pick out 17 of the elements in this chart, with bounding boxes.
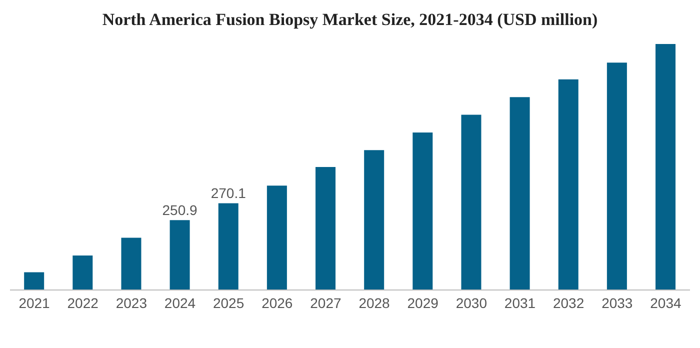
x-tick-label: 2029 — [407, 294, 439, 311]
data-label: 250.9 — [162, 202, 198, 218]
x-tick-label: 2033 — [602, 294, 633, 311]
x-tick-label: 2024 — [164, 294, 196, 311]
x-tick-label: 2022 — [67, 294, 99, 311]
x-tick-label: 2034 — [650, 294, 682, 311]
x-tick-label: 2031 — [504, 294, 536, 311]
data-label: 270.1 — [210, 185, 246, 202]
x-tick-label: 2027 — [310, 294, 342, 311]
chart-title: North America Fusion Biopsy Market Size, 2021-2034 (USD million) — [101, 9, 599, 31]
x-tick-label: 2030 — [456, 294, 488, 311]
x-tick-label: 2032 — [552, 294, 584, 311]
x-tick-label: 2023 — [116, 294, 148, 311]
x-tick-label: 2025 — [212, 294, 244, 311]
x-tick-label: 2028 — [358, 294, 390, 311]
x-tick-label: 2026 — [262, 294, 293, 311]
x-tick-label: 2021 — [18, 294, 50, 311]
